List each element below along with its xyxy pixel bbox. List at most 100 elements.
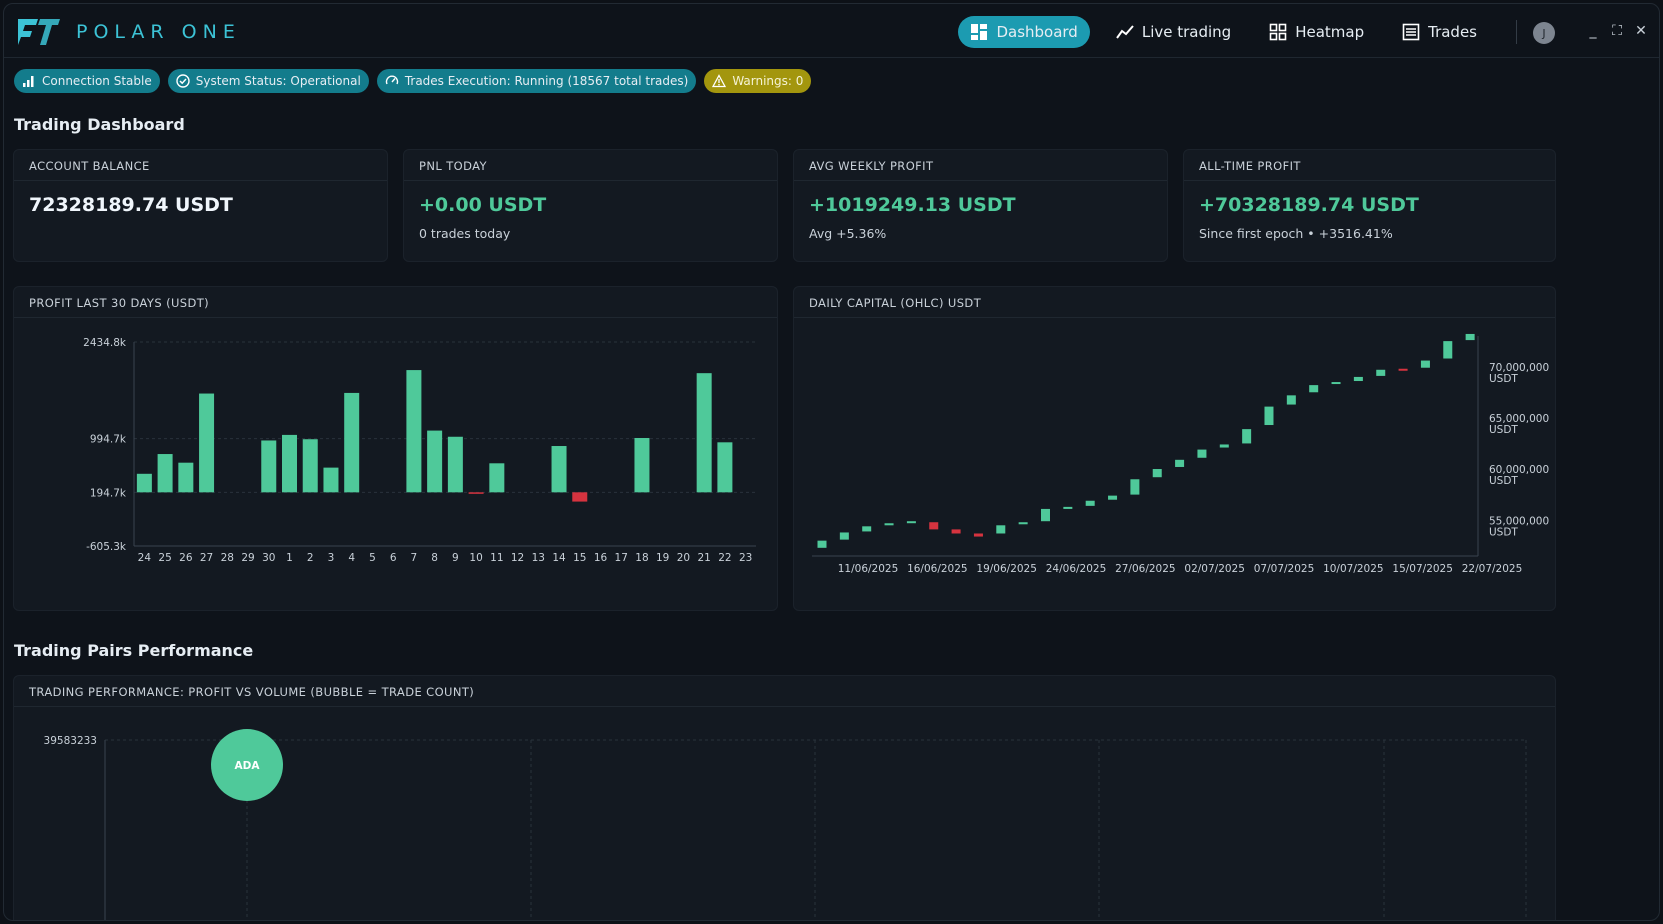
profit-bar[interactable]	[199, 393, 215, 493]
pairs-bubble-chart: 39583233 ADA	[44, 729, 1527, 920]
x-tick-label: 27/06/2025	[1115, 563, 1176, 575]
ohlc-candle[interactable]	[906, 521, 916, 524]
profit-bar[interactable]	[261, 440, 277, 493]
profit-bar[interactable]	[468, 492, 484, 494]
grid-icon	[1269, 23, 1287, 41]
ohlc-candle[interactable]	[1331, 382, 1341, 385]
ohlc-candle[interactable]	[951, 529, 961, 534]
ohlc-candle[interactable]	[862, 526, 872, 532]
all-time-profit-sub: Since first epoch • +3516.41%	[1199, 226, 1393, 241]
x-tick-label: 15	[573, 552, 586, 564]
x-tick-label: 24/06/2025	[1046, 563, 1107, 575]
ohlc-candle[interactable]	[1376, 369, 1386, 376]
x-tick-label: 17	[615, 552, 628, 564]
avg-weekly-profit-card: AVG WEEKLY PROFIT +1019249.13 USDT Avg +…	[793, 149, 1168, 262]
profit-bar[interactable]	[572, 492, 588, 502]
minimize-icon[interactable]: _	[1589, 23, 1597, 39]
ohlc-candle[interactable]	[1018, 522, 1028, 525]
x-tick-label: 02/07/2025	[1184, 563, 1245, 575]
ohlc-candle[interactable]	[1309, 385, 1319, 393]
profit-bar[interactable]	[157, 454, 173, 493]
bubble[interactable]	[211, 729, 283, 801]
ohlc-candle[interactable]	[1264, 406, 1274, 426]
execution-badge: Trades Execution: Running (18567 total t…	[376, 69, 697, 93]
pnl-today-value: +0.00 USDT	[419, 194, 547, 216]
nav-dashboard-label: Dashboard	[996, 23, 1078, 41]
ohlc-candle[interactable]	[1085, 500, 1095, 506]
ohlc-candle[interactable]	[1197, 449, 1207, 458]
nav-heatmap-label: Heatmap	[1295, 23, 1365, 41]
profit-bar[interactable]	[551, 446, 567, 493]
ohlc-candle[interactable]	[884, 523, 894, 526]
profit-bar[interactable]	[178, 462, 194, 493]
profit-bar[interactable]	[282, 434, 297, 493]
avatar[interactable]: J	[1533, 22, 1555, 44]
profit-bar[interactable]	[344, 392, 360, 493]
profit-bar[interactable]	[323, 467, 339, 493]
profit-bar[interactable]	[136, 473, 152, 493]
profit-bar[interactable]	[427, 430, 443, 493]
card-label: AVG WEEKLY PROFIT	[794, 150, 1167, 181]
check-circle-icon	[176, 74, 190, 88]
close-icon[interactable]: ✕	[1635, 23, 1647, 39]
nav-live-trading[interactable]: Live trading	[1104, 16, 1243, 48]
profit-bar[interactable]	[302, 439, 318, 493]
ohlc-candle[interactable]	[1353, 376, 1363, 382]
profit-bar[interactable]	[489, 463, 505, 493]
ohlc-candle[interactable]	[1175, 459, 1185, 467]
app-window: POLAR ONE Dashboard Live trading	[3, 3, 1660, 921]
y-tick-label: 55,000,000	[1489, 515, 1549, 527]
x-tick-label: 18	[635, 552, 648, 564]
nav-heatmap[interactable]: Heatmap	[1257, 16, 1376, 48]
ohlc-candle[interactable]	[1465, 333, 1475, 341]
capital-chart-card: DAILY CAPITAL (OHLC) USDT 70,000,000 USDT…	[793, 286, 1556, 611]
ohlc-candle[interactable]	[1242, 429, 1252, 444]
ohlc-candle[interactable]	[1152, 469, 1162, 478]
ohlc-candle[interactable]	[1130, 479, 1140, 495]
system-status-text: System Status: Operational	[195, 74, 361, 88]
warnings-badge: Warnings: 0	[704, 69, 812, 93]
ohlc-candle[interactable]	[1286, 395, 1296, 405]
ohlc-candle[interactable]	[1398, 368, 1408, 371]
profit-bar[interactable]	[634, 437, 650, 493]
x-tick-label: 22	[718, 552, 731, 564]
nav-trades[interactable]: Trades	[1390, 16, 1489, 48]
card-label: ACCOUNT BALANCE	[14, 150, 387, 181]
ohlc-candle[interactable]	[973, 533, 983, 537]
ohlc-candle[interactable]	[1443, 341, 1453, 359]
warnings-text: Warnings: 0	[732, 74, 804, 88]
pairs-chart-title: TRADING PERFORMANCE: PROFIT VS VOLUME (B…	[14, 676, 1555, 707]
ohlc-candle[interactable]	[839, 532, 849, 540]
pnl-today-card: PNL TODAY +0.00 USDT 0 trades today	[403, 149, 778, 262]
ohlc-candle[interactable]	[1040, 508, 1050, 522]
x-tick-label: 8	[431, 552, 438, 564]
ohlc-candle[interactable]	[996, 525, 1006, 534]
ohlc-candle[interactable]	[817, 540, 827, 548]
status-bar: Connection Stable System Status: Operati…	[14, 69, 812, 93]
system-status-badge: System Status: Operational	[167, 69, 369, 93]
card-label: PNL TODAY	[404, 150, 777, 181]
ohlc-candle[interactable]	[929, 522, 939, 530]
ohlc-candle[interactable]	[1420, 360, 1430, 368]
profit-bar[interactable]	[696, 373, 712, 493]
y-tick-label: 194.7k	[90, 487, 127, 499]
profit-bar[interactable]	[717, 442, 733, 493]
profit-chart-card: PROFIT LAST 30 DAYS (USDT) 2434.8k 994.7k…	[13, 286, 778, 611]
line-chart-icon	[1116, 25, 1134, 39]
ohlc-candle[interactable]	[1219, 444, 1229, 448]
profit-bar[interactable]	[447, 436, 463, 493]
x-tick-label: 2	[307, 552, 314, 564]
connection-text: Connection Stable	[42, 74, 152, 88]
x-tick-label: 11	[490, 552, 503, 564]
y-tick-unit: USDT	[1489, 526, 1518, 538]
nav-divider	[1516, 20, 1517, 44]
all-time-profit-card: ALL-TIME PROFIT +70328189.74 USDT Since …	[1183, 149, 1556, 262]
ohlc-candle[interactable]	[1108, 495, 1118, 500]
nav-dashboard[interactable]: Dashboard	[958, 16, 1090, 48]
maximize-icon[interactable]: ⛶	[1612, 23, 1622, 39]
dashboard-icon	[971, 24, 988, 40]
profit-bar[interactable]	[406, 370, 422, 493]
ohlc-candle[interactable]	[1063, 506, 1073, 509]
x-tick-label: 10/07/2025	[1323, 563, 1384, 575]
